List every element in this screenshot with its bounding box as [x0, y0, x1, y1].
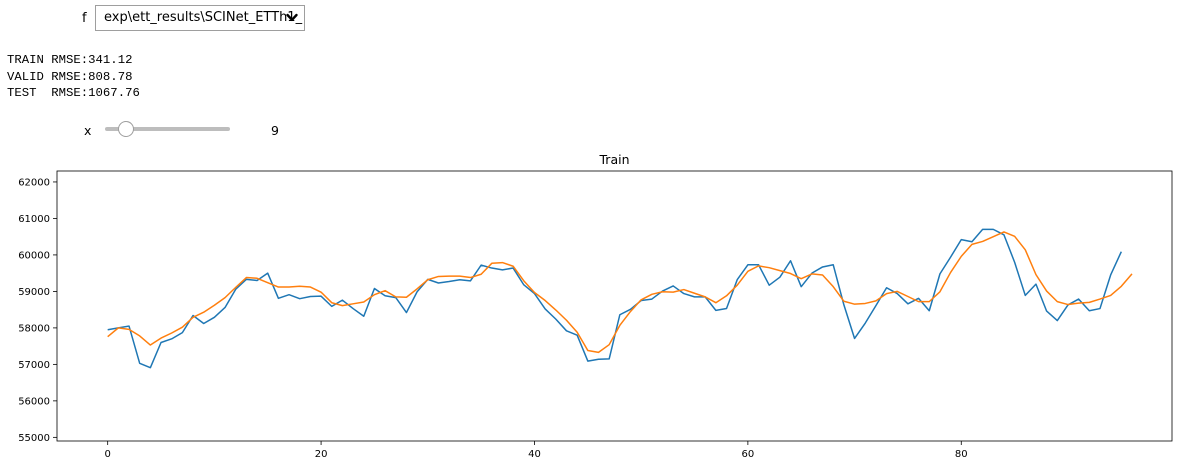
train-rmse-line: TRAIN RMSE:341.12 [7, 53, 133, 67]
file-selector-row: f exp\ett_results\SCINet_ETTh1_ [0, 0, 1182, 36]
file-select-dropdown[interactable]: exp\ett_results\SCINet_ETTh1_ [95, 5, 305, 31]
y-tick-label: 55000 [18, 433, 50, 444]
chart-title: Train [599, 152, 630, 167]
series-line-actual [107, 228, 1123, 369]
rmse-output: TRAIN RMSE:341.12 VALID RMSE:808.78 TEST… [7, 52, 140, 102]
file-select-value: exp\ett_results\SCINet_ETTh1_ [104, 10, 303, 25]
series-line-predicted [107, 231, 1133, 354]
x-tick-label: 0 [104, 449, 110, 460]
x-tick-label: 60 [742, 449, 755, 460]
x-tick-label: 40 [528, 449, 541, 460]
test-rmse-line: TEST RMSE:1067.76 [7, 86, 140, 100]
chevron-down-icon [286, 13, 298, 21]
x-slider-track[interactable] [105, 127, 230, 131]
y-tick-label: 58000 [18, 323, 50, 334]
file-selector-label: f [82, 11, 87, 26]
y-tick-label: 61000 [18, 214, 50, 225]
x-slider-row: x 9 [0, 120, 400, 142]
x-slider-value: 9 [271, 123, 279, 138]
y-tick-label: 62000 [18, 177, 50, 188]
y-tick-label: 60000 [18, 250, 50, 261]
x-slider-handle[interactable] [118, 121, 135, 137]
x-slider-label: x [84, 123, 92, 138]
valid-rmse-line: VALID RMSE:808.78 [7, 69, 133, 84]
x-tick-label: 20 [315, 449, 328, 460]
x-tick-label: 80 [955, 449, 968, 460]
plot-frame [56, 170, 1173, 442]
y-tick-label: 57000 [18, 360, 50, 371]
y-tick-label: 56000 [18, 396, 50, 407]
train-chart: Train 0 20 40 60 80 55000 56000 57000 58000 59000 6… [18, 152, 1173, 460]
y-tick-label: 59000 [18, 287, 50, 298]
